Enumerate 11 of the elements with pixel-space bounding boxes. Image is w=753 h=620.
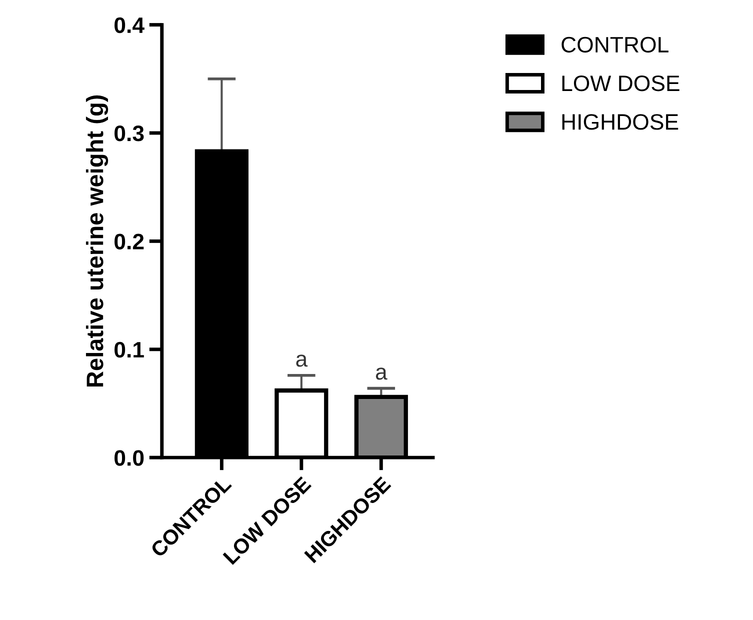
y-tick-label: 0.2 <box>114 234 144 250</box>
legend-label: LOW DOSE <box>562 75 680 92</box>
y-tick-label: 0.1 <box>114 342 144 358</box>
annotation: a <box>296 354 308 367</box>
y-tick-label: 0.0 <box>114 450 144 466</box>
annotation: a <box>376 368 388 380</box>
y-tick-label: 0.4 <box>114 17 144 34</box>
legend-label: HIGHDOSE <box>562 114 678 130</box>
legend-label: CONTROL <box>562 36 668 53</box>
y-tick-label: 0.3 <box>114 126 144 142</box>
y-axis-title: Relative uterine weight (g) <box>86 95 108 387</box>
